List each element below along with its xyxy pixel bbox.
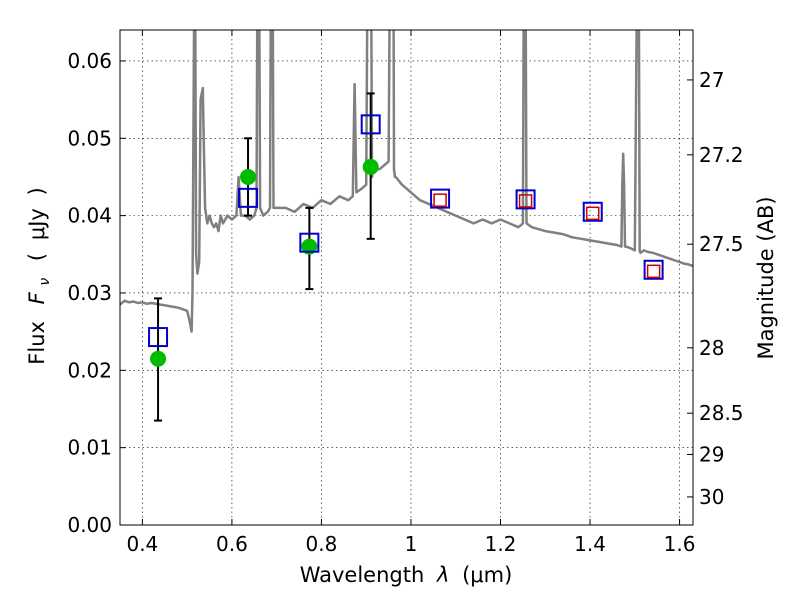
y-tick-label: 0.06 [67, 49, 112, 73]
red-squares [433, 193, 661, 279]
x-tick-label: 0.6 [216, 532, 248, 556]
green-points [150, 158, 379, 367]
x-tick-label: 1.4 [574, 532, 606, 556]
y-tick-label: 0.04 [67, 204, 112, 228]
x-tick-label: 0.8 [306, 532, 338, 556]
blue-square [582, 201, 603, 222]
red-square [585, 206, 600, 221]
y-tick-label: 0.02 [67, 358, 112, 382]
y2-tick-label: 27.2 [699, 143, 744, 167]
y2-axis-label: Magnitude (AB) [754, 196, 778, 359]
y-axis-label: Flux F ν ( μJy ) [25, 187, 54, 364]
y2-tick-label: 27.5 [699, 232, 744, 256]
y2-tick-label: 28 [699, 336, 724, 360]
y-tick-label: 0.01 [67, 436, 112, 460]
blue-square [515, 189, 536, 210]
x-tick-label: 1.2 [485, 532, 517, 556]
x-axis-ticks: 0.4 0.6 0.8 1 1.2 1.4 1.6 [126, 30, 695, 556]
y2-tick-label: 29 [699, 442, 724, 466]
plot-frame [119, 29, 694, 526]
blue-squares [148, 114, 664, 348]
error-bars [154, 92, 375, 422]
y2-tick-label: 30 [699, 485, 724, 509]
x-tick-label: 0.4 [126, 532, 158, 556]
y-tick-label: 0.00 [67, 513, 112, 537]
green-point [240, 168, 257, 185]
model-spectrum-line [120, 30, 693, 333]
y-tick-label: 0.03 [67, 281, 112, 305]
blue-square [148, 327, 169, 348]
grid-lines [120, 30, 693, 525]
x-tick-label: 1 [405, 532, 418, 556]
blue-square [643, 259, 664, 280]
blue-square [238, 187, 259, 208]
blue-square [299, 232, 320, 253]
y2-axis-ticks: 27 27.2 27.5 28 28.5 29 30 [687, 68, 744, 509]
green-point [150, 350, 167, 367]
y-tick-label: 0.05 [67, 126, 112, 150]
x-tick-label: 1.6 [664, 532, 696, 556]
blue-square [360, 114, 381, 135]
red-square [646, 264, 661, 279]
y-axis-ticks: 0.00 0.01 0.02 0.03 0.04 0.05 0.06 [67, 49, 126, 537]
green-point [301, 238, 318, 255]
y2-tick-label: 28.5 [699, 401, 744, 425]
green-point [362, 158, 379, 175]
y2-tick-label: 27 [699, 68, 724, 92]
red-square [433, 193, 447, 207]
red-square [518, 194, 533, 208]
x-axis-label: Wavelength λ (μm) [300, 563, 513, 587]
blue-square [430, 188, 451, 209]
